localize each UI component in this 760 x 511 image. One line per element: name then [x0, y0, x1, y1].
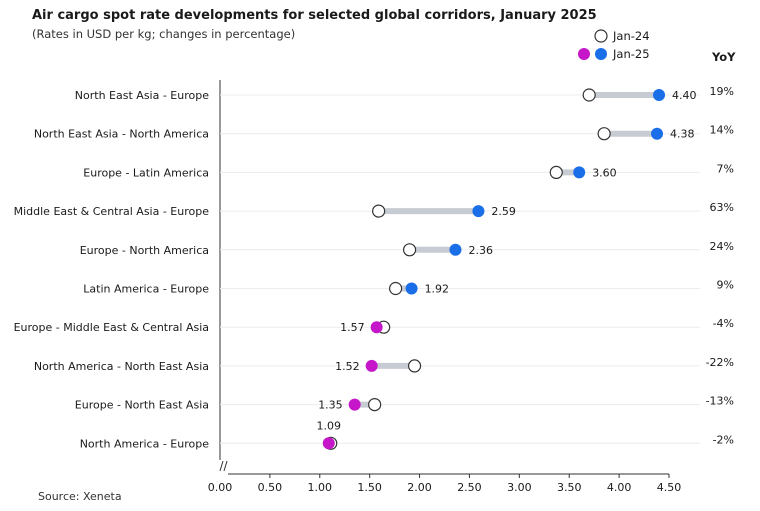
jan25-value-label: 4.38	[670, 128, 695, 141]
corridor-row: Latin America - Europe 1.92 9%	[83, 279, 734, 296]
yoy-value: 24%	[710, 240, 734, 253]
rows-layer: North East Asia - Europe 4.40 19%North Eas…	[14, 85, 734, 450]
corridor-row: Middle East & Central Asia - Europe 2.59 6…	[14, 201, 734, 218]
jan25-marker	[322, 437, 335, 450]
jan25-marker	[449, 243, 462, 256]
jan24-marker	[582, 88, 596, 102]
jan25-value-label: 1.57	[340, 321, 365, 334]
corridor-label: North East Asia - Europe	[75, 89, 209, 102]
yoy-value: 7%	[717, 162, 734, 175]
legend-jan25-label: Jan-25	[612, 47, 650, 61]
jan25-marker	[573, 166, 586, 179]
jan24-marker	[389, 281, 403, 296]
jan25-marker	[472, 205, 485, 218]
x-tick-label: 2.50	[457, 481, 482, 494]
jan25-marker	[370, 321, 383, 334]
x-tick-label: 0.00	[208, 481, 233, 494]
jan25-marker	[348, 398, 361, 411]
jan25-value-label: 4.40	[672, 89, 697, 102]
chart-source: Source: Xeneta	[38, 490, 122, 503]
x-tick-label: 1.00	[308, 481, 333, 494]
x-tick-label: 4.00	[607, 481, 632, 494]
jan25-marker	[653, 89, 666, 101]
yoy-value: 63%	[710, 201, 734, 214]
yoy-value: 19%	[710, 85, 734, 98]
corridor-label: Latin America - Europe	[83, 283, 209, 296]
jan24-marker	[402, 243, 417, 257]
jan25-value-label: 3.60	[592, 166, 617, 179]
corridor-label: Europe - Middle East & Central Asia	[14, 321, 209, 334]
yoy-value: -4%	[713, 317, 734, 330]
corridor-label: Europe - North East Asia	[75, 399, 209, 412]
legend-jan25-increase-marker	[595, 48, 607, 60]
legend-jan24-marker	[594, 29, 608, 43]
corridor-row: Europe - North America 2.36 24%	[80, 240, 734, 257]
x-tick-label: 1.50	[357, 481, 382, 494]
jan24-marker	[368, 398, 382, 412]
x-tick-label: 4.50	[657, 481, 682, 494]
jan25-marker	[651, 127, 664, 140]
jan24-marker	[597, 127, 611, 141]
corridor-label: Europe - Latin America	[83, 166, 209, 179]
yoy-value: -13%	[706, 395, 734, 408]
yoy-value: 9%	[717, 279, 734, 292]
corridor-row: North America - Europe 1.09 -2%	[80, 419, 734, 450]
corridor-row: Europe - Latin America 3.60 7%	[83, 162, 734, 179]
corridor-row: Europe - Middle East & Central Asia 1.57 -…	[14, 317, 734, 334]
corridor-label: North America - North East Asia	[34, 360, 209, 373]
corridor-label: North America - Europe	[80, 437, 210, 450]
yoy-value: -2%	[713, 433, 734, 446]
jan25-value-label: 2.36	[468, 244, 493, 257]
jan25-value-label: 1.35	[318, 399, 343, 412]
corridor-row: North East Asia - North America 4.38 14%	[34, 124, 734, 141]
corridor-label: North East Asia - North America	[34, 128, 209, 141]
x-tick-label: 2.00	[407, 481, 432, 494]
grid-layer	[219, 80, 669, 475]
jan24-marker	[372, 204, 386, 218]
corridor-label: Middle East & Central Asia - Europe	[14, 205, 210, 218]
jan25-value-label: 1.92	[425, 283, 450, 296]
corridor-row: Europe - North East Asia 1.35 -13%	[75, 395, 734, 412]
jan25-value-label: 1.09	[317, 419, 342, 432]
yoy-value: 14%	[710, 124, 734, 137]
corridor-row: North America - North East Asia 1.52 -22%	[34, 356, 734, 373]
x-tick-label: 3.00	[507, 481, 532, 494]
jan25-marker	[405, 282, 418, 295]
jan25-value-label: 1.52	[335, 360, 360, 373]
jan25-value-label: 2.59	[491, 205, 516, 218]
corridor-row: North East Asia - Europe 4.40 19%	[75, 85, 734, 102]
x-axis-ticks: 0.00 0.50 1.00 1.50 2.00 2.50 3.00 3.50 4.00 4.50	[208, 474, 682, 494]
jan25-marker	[365, 359, 378, 372]
chart-subtitle: (Rates in USD per kg; changes in percent…	[32, 27, 296, 41]
x-tick-label: 3.50	[557, 481, 582, 494]
jan24-marker	[549, 165, 563, 179]
legend-jan24-label: Jan-24	[612, 29, 650, 43]
chart-title: Air cargo spot rate developments for sel…	[32, 8, 597, 23]
yoy-header: YoY	[711, 50, 736, 64]
x-tick-label: 0.50	[258, 481, 283, 494]
legend-jan25-decrease-marker	[578, 48, 590, 60]
corridor-label: Europe - North America	[80, 244, 209, 257]
legend: Jan-24 Jan-25	[578, 29, 650, 61]
axis-break-marks	[219, 460, 228, 472]
jan24-marker	[407, 359, 422, 373]
yoy-value: -22%	[706, 356, 734, 369]
